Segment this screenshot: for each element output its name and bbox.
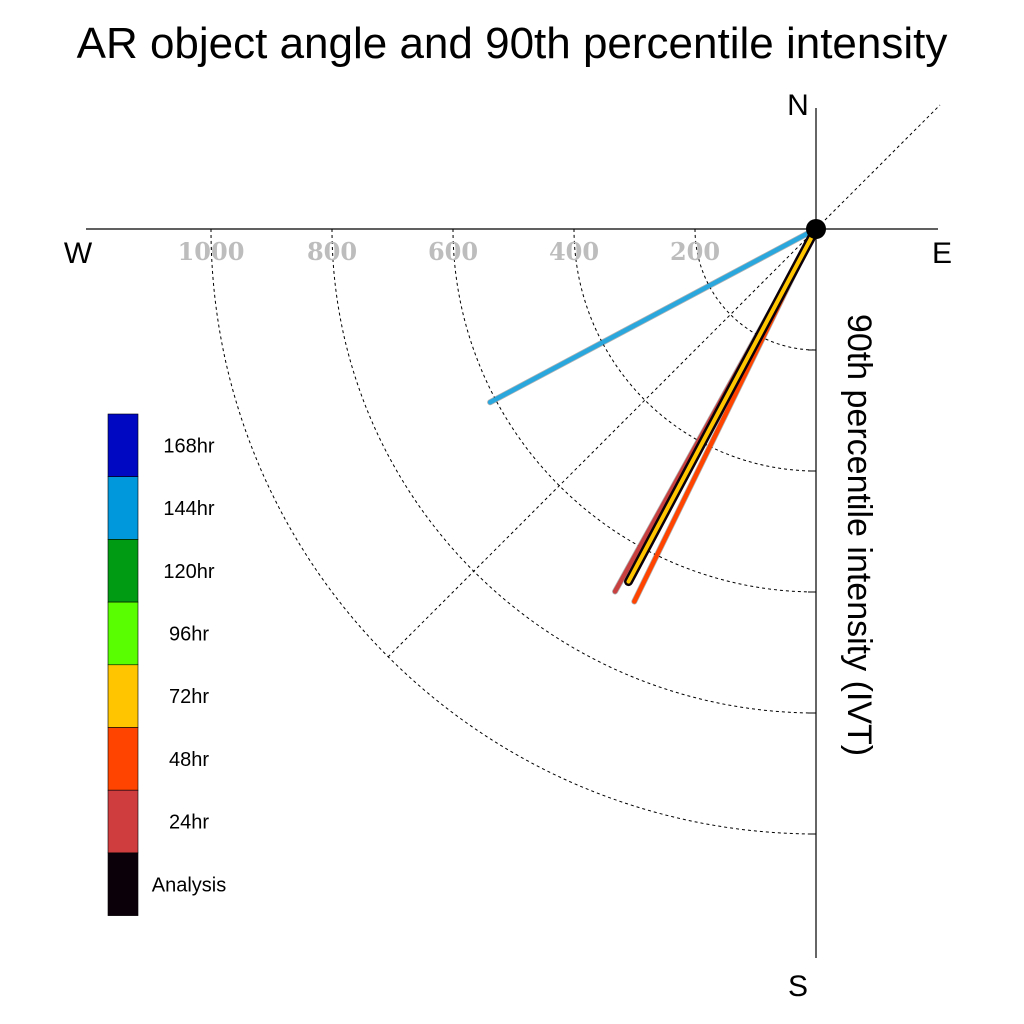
vector-line: [626, 227, 818, 584]
legend-label: 96hr: [169, 623, 209, 645]
radial-tick-label: 1000: [178, 237, 245, 266]
legend-label: 144hr: [163, 498, 214, 520]
legend-swatch: [107, 601, 139, 666]
compass-west-label: W: [64, 237, 93, 270]
compass-east-label: E: [932, 237, 952, 270]
legend-swatch: [107, 852, 139, 916]
radial-tick-label: 200: [670, 237, 720, 266]
legend-label: 24hr: [169, 812, 209, 834]
ar-vectors: [487, 224, 821, 605]
vector-72hr: [626, 227, 818, 584]
y-axis-label: 90th percentile intensity (IVT): [840, 314, 878, 756]
origin-marker: [806, 219, 826, 239]
legend: 168hr 144hr 120hr 96hr 72hr 48hr 24hr Analysis: [107, 413, 226, 916]
radial-tick-labels: 200 400 600 800 1000: [178, 237, 720, 266]
radial-ring: [694, 228, 817, 351]
legend-label: 72hr: [169, 686, 209, 708]
diagonal-guide: [387, 104, 941, 658]
legend-label: 120hr: [163, 561, 214, 583]
legend-label: 48hr: [169, 749, 209, 771]
compass-north-label: N: [787, 89, 809, 122]
legend-swatch: [107, 727, 139, 791]
legend-swatch: [107, 413, 139, 478]
chart-title: AR object angle and 90th percentile inte…: [77, 19, 948, 68]
compass-south-label: S: [788, 970, 808, 1003]
legend-swatch: [107, 789, 139, 854]
legend-swatch: [107, 476, 139, 540]
legend-swatch: [107, 539, 139, 603]
compass-axes: [86, 104, 941, 958]
radial-tick-label: 800: [307, 237, 357, 266]
radial-tick-label: 600: [428, 237, 478, 266]
legend-label: Analysis: [152, 874, 226, 896]
radial-ring: [573, 228, 817, 472]
radial-tick-label: 400: [549, 237, 599, 266]
vector-line: [487, 226, 819, 405]
legend-label: 168hr: [163, 435, 214, 457]
legend-swatch: [107, 664, 139, 728]
vector-144hr: [487, 226, 819, 406]
